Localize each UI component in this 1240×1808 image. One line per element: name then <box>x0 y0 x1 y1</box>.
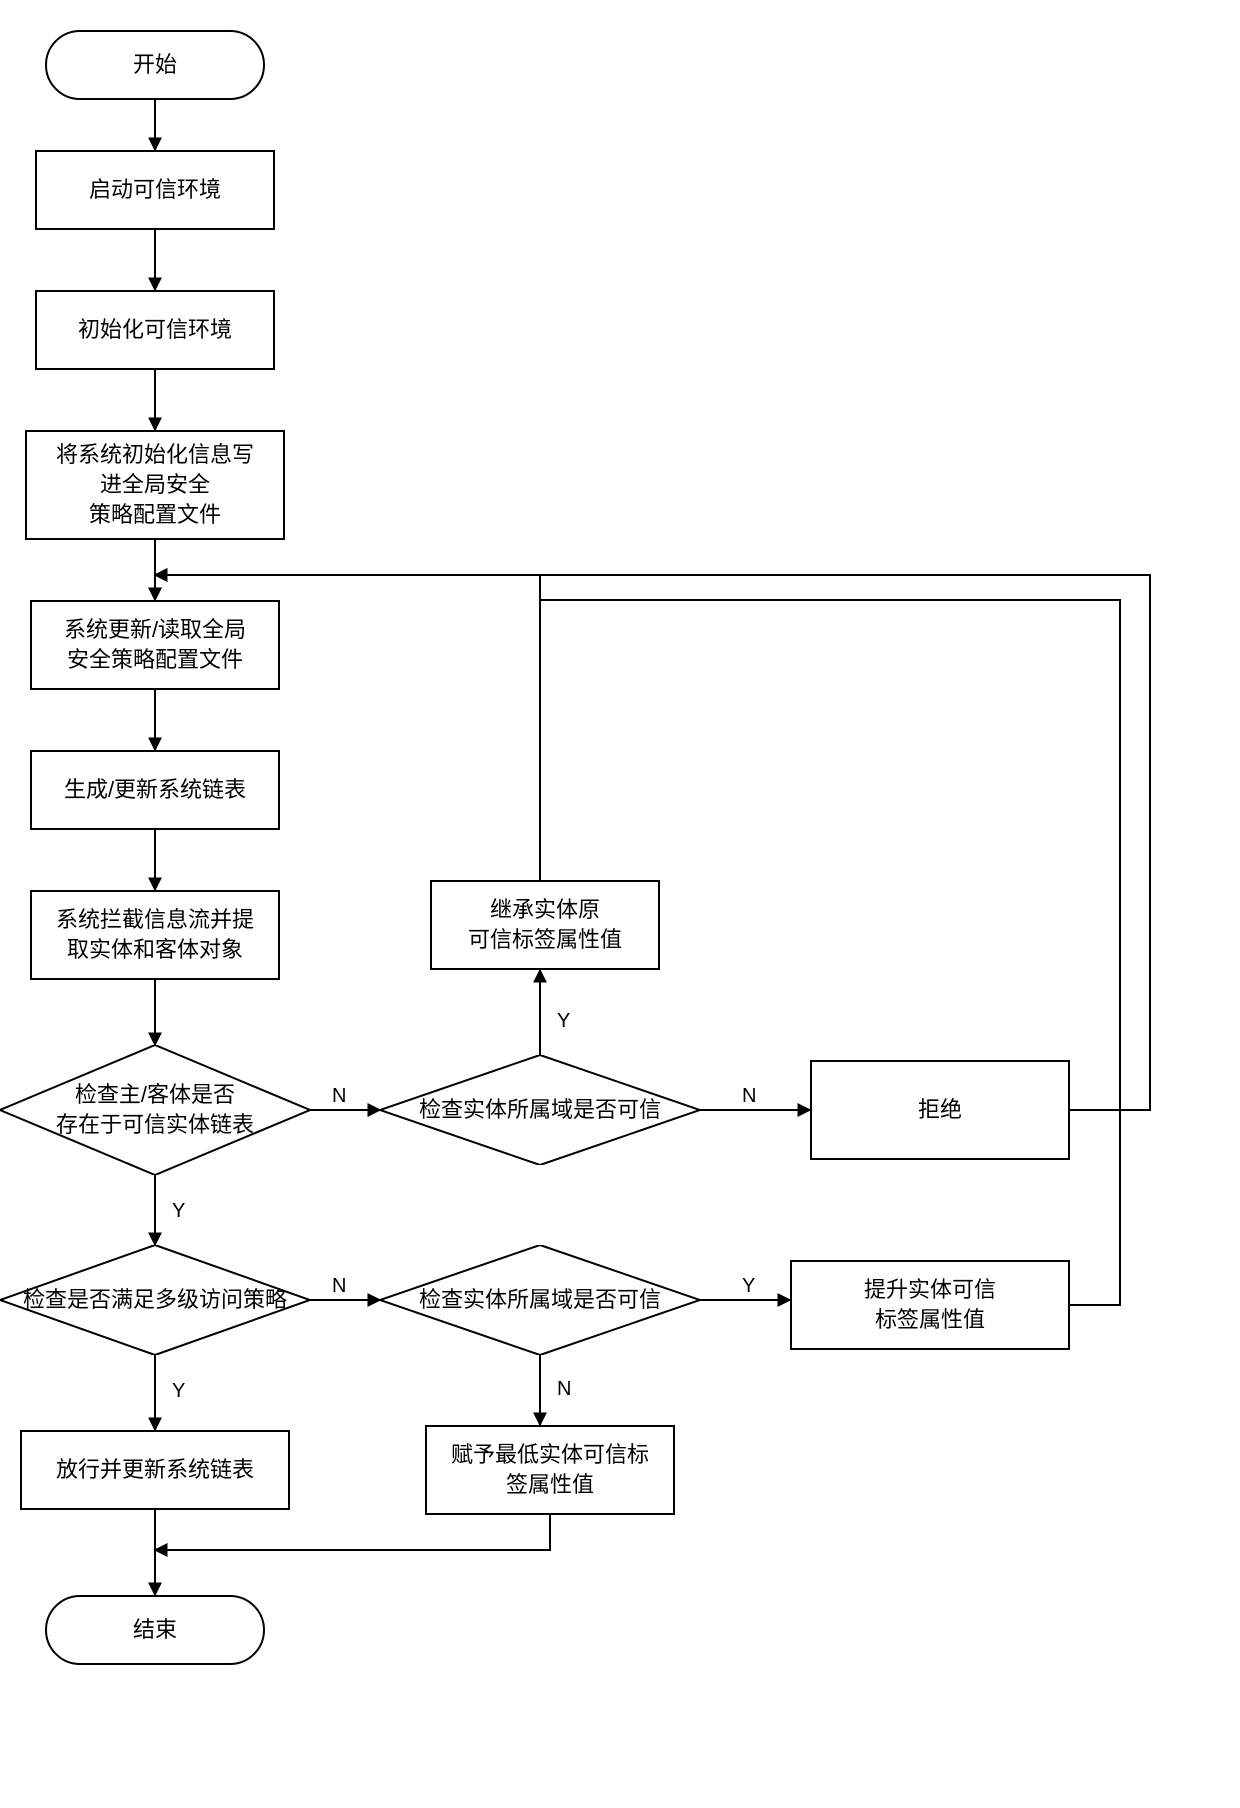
node-label: 启动可信环境 <box>89 175 221 205</box>
edge-label: Y <box>170 1200 187 1223</box>
node-label: 开始 <box>133 50 177 80</box>
edge-label: Y <box>170 1380 187 1403</box>
node-n10: 拒绝 <box>810 1060 1070 1160</box>
node-label: 系统更新/读取全局安全策略配置文件 <box>64 615 246 674</box>
node-label: 赋予最低实体可信标签属性值 <box>451 1440 649 1499</box>
node-n9: 赋予最低实体可信标签属性值 <box>425 1425 675 1515</box>
node-n1: 启动可信环境 <box>35 150 275 230</box>
edge-label: N <box>555 1378 573 1401</box>
node-n3: 将系统初始化信息写进全局安全策略配置文件 <box>25 430 285 540</box>
node-label: 检查实体所属域是否可信 <box>409 1095 671 1125</box>
node-n4: 系统更新/读取全局安全策略配置文件 <box>30 600 280 690</box>
node-n6: 系统拦截信息流并提取实体和客体对象 <box>30 890 280 980</box>
edge <box>155 1515 550 1550</box>
edge-label: N <box>330 1085 348 1108</box>
node-label: 检查实体所属域是否可信 <box>409 1285 671 1315</box>
edge-label: N <box>740 1085 758 1108</box>
node-label: 提升实体可信标签属性值 <box>864 1275 996 1334</box>
node-label: 结束 <box>133 1615 177 1645</box>
node-label: 继承实体原可信标签属性值 <box>468 895 622 954</box>
node-label: 放行并更新系统链表 <box>56 1455 254 1485</box>
node-n8: 继承实体原可信标签属性值 <box>430 880 660 970</box>
edge-label: Y <box>555 1010 572 1033</box>
node-n5: 生成/更新系统链表 <box>30 750 280 830</box>
node-label: 检查主/客体是否存在于可信实体链表 <box>46 1080 264 1139</box>
edge <box>155 575 1150 1110</box>
node-label: 将系统初始化信息写进全局安全策略配置文件 <box>56 440 254 529</box>
node-n11: 提升实体可信标签属性值 <box>790 1260 1070 1350</box>
node-d4: 检查实体所属域是否可信 <box>380 1245 700 1355</box>
node-end: 结束 <box>45 1595 265 1665</box>
edge-label: N <box>330 1275 348 1298</box>
node-d2: 检查是否满足多级访问策略 <box>0 1245 310 1355</box>
node-n2: 初始化可信环境 <box>35 290 275 370</box>
node-start: 开始 <box>45 30 265 100</box>
node-label: 系统拦截信息流并提取实体和客体对象 <box>56 905 254 964</box>
node-label: 生成/更新系统链表 <box>64 775 246 805</box>
node-n7: 放行并更新系统链表 <box>20 1430 290 1510</box>
node-d3: 检查实体所属域是否可信 <box>380 1055 700 1165</box>
edge-label: Y <box>740 1275 757 1298</box>
node-d1: 检查主/客体是否存在于可信实体链表 <box>0 1045 310 1175</box>
node-label: 初始化可信环境 <box>78 315 232 345</box>
node-label: 拒绝 <box>918 1095 962 1125</box>
node-label: 检查是否满足多级访问策略 <box>13 1285 297 1315</box>
